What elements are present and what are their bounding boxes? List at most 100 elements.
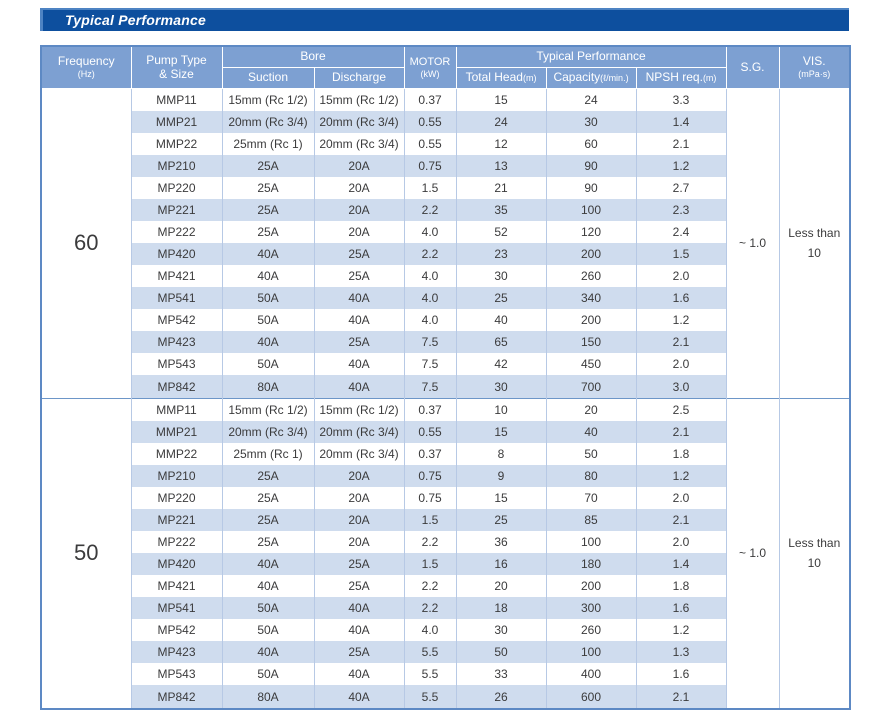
motor-cell: 2.2	[403, 531, 457, 554]
frequency-group-50: 50 MMP11 15mm (Rc 1/2) 15mm (Rc 1/2) 0.37 10 2…	[40, 397, 851, 709]
discharge-cell: 20A	[313, 531, 405, 554]
col-header-suction: Suction	[221, 67, 315, 89]
vis-value-line2: 10	[807, 246, 821, 261]
npsh-cell: 2.1	[635, 133, 727, 156]
pump-type-cell: MMP22	[130, 133, 223, 156]
total-head-header-label: Total Head	[465, 70, 523, 85]
capacity-cell: 700	[545, 375, 637, 399]
motor-cell: 2.2	[403, 575, 457, 598]
suction-cell: 25mm (Rc 1)	[221, 133, 315, 156]
col-header-total-head: Total Head(m)	[455, 67, 547, 89]
discharge-cell: 25A	[313, 575, 405, 598]
col-header-capacity: Capacity(ℓ/min.)	[545, 67, 637, 89]
capacity-cell: 100	[545, 199, 637, 222]
table-row: MP842 80A 40A 7.5 30 700 3.0	[41, 375, 850, 399]
pump-type-cell: MP423	[130, 331, 223, 354]
table-row: MP220 25A 20A 1.5 21 90 2.7	[41, 177, 850, 200]
capacity-header-label: Capacity	[553, 70, 601, 85]
suction-cell: 25A	[221, 465, 315, 488]
pump-type-cell: MP221	[130, 199, 223, 222]
motor-cell: 1.5	[403, 553, 457, 576]
suction-cell: 15mm (Rc 1/2)	[221, 88, 315, 112]
discharge-cell: 20mm (Rc 3/4)	[313, 133, 405, 156]
npsh-cell: 1.8	[635, 575, 727, 598]
capacity-cell: 400	[545, 663, 637, 686]
suction-cell: 40A	[221, 331, 315, 354]
motor-cell: 7.5	[403, 353, 457, 376]
npsh-cell: 2.1	[635, 421, 727, 444]
motor-cell: 2.2	[403, 243, 457, 266]
table-row: MP423 40A 25A 5.5 50 100 1.3	[41, 641, 850, 664]
pump-type-cell: MP210	[130, 155, 223, 178]
npsh-cell: 3.0	[635, 375, 727, 399]
npsh-header-unit: (m)	[702, 73, 717, 84]
discharge-cell: 40A	[313, 375, 405, 399]
pump-type-cell: MP421	[130, 575, 223, 598]
pump-type-cell: MMP22	[130, 443, 223, 466]
page-title: Typical Performance	[40, 8, 849, 31]
motor-header-unit: (kW)	[420, 68, 440, 79]
total-head-cell: 15	[455, 487, 547, 510]
capacity-cell: 600	[545, 685, 637, 709]
capacity-cell: 100	[545, 641, 637, 664]
pump-type-cell: MP420	[130, 243, 223, 266]
table-row: MP221 25A 20A 2.2 35 100 2.3	[41, 199, 850, 222]
table-row: MP542 50A 40A 4.0 40 200 1.2	[41, 309, 850, 332]
vis-value: Less than 10	[778, 88, 851, 399]
table-row: MP543 50A 40A 7.5 42 450 2.0	[41, 353, 850, 376]
pump-type-cell: MP542	[130, 309, 223, 332]
npsh-header-label: NPSH req.	[645, 70, 703, 85]
col-group-typical-performance: Typical Performance	[455, 45, 727, 68]
motor-cell: 7.5	[403, 375, 457, 399]
vis-header-label: VIS.	[802, 54, 826, 69]
suction-cell: 50A	[221, 353, 315, 376]
suction-cell: 25A	[221, 509, 315, 532]
table-row: MMP22 25mm (Rc 1) 20mm (Rc 3/4) 0.37 8 50 1.8	[41, 443, 850, 466]
table-header: Frequency (Hz) Pump Type & Size Bore MOT…	[40, 45, 851, 89]
suction-cell: 80A	[221, 375, 315, 399]
motor-cell: 0.55	[403, 421, 457, 444]
pump-type-header-line1: Pump Type	[146, 52, 207, 67]
discharge-cell: 20A	[313, 199, 405, 222]
capacity-cell: 200	[545, 309, 637, 332]
capacity-cell: 24	[545, 88, 637, 112]
suction-cell: 25A	[221, 487, 315, 510]
table-row: MMP21 20mm (Rc 3/4) 20mm (Rc 3/4) 0.55 24 30 1…	[41, 111, 850, 134]
discharge-cell: 25A	[313, 331, 405, 354]
suction-cell: 40A	[221, 553, 315, 576]
table-row: MP210 25A 20A 0.75 13 90 1.2	[41, 155, 850, 178]
table-row: MP542 50A 40A 4.0 30 260 1.2	[41, 619, 850, 642]
table-row: MP423 40A 25A 7.5 65 150 2.1	[41, 331, 850, 354]
frequency-group-60: 60 MMP11 15mm (Rc 1/2) 15mm (Rc 1/2) 0.37 15 2…	[40, 88, 851, 399]
npsh-cell: 1.3	[635, 641, 727, 664]
npsh-cell: 1.4	[635, 111, 727, 134]
total-head-cell: 25	[455, 287, 547, 310]
suction-cell: 25A	[221, 221, 315, 244]
suction-cell: 40A	[221, 575, 315, 598]
table-row: 50 MMP11 15mm (Rc 1/2) 15mm (Rc 1/2) 0.37 10 2…	[40, 397, 851, 709]
discharge-cell: 25A	[313, 243, 405, 266]
total-head-cell: 21	[455, 177, 547, 200]
suction-cell: 50A	[221, 663, 315, 686]
suction-cell: 25A	[221, 199, 315, 222]
discharge-cell: 20A	[313, 487, 405, 510]
total-head-cell: 52	[455, 221, 547, 244]
motor-cell: 2.2	[403, 199, 457, 222]
capacity-header-unit: (ℓ/min.)	[600, 73, 629, 84]
table-row: MP210 25A 20A 0.75 9 80 1.2	[41, 465, 850, 488]
suction-cell: 25A	[221, 155, 315, 178]
col-header-npsh: NPSH req.(m)	[635, 67, 727, 89]
table-row: MMP22 25mm (Rc 1) 20mm (Rc 3/4) 0.55 12 60 2.1	[41, 133, 850, 156]
capacity-cell: 100	[545, 531, 637, 554]
suction-cell: 40A	[221, 641, 315, 664]
suction-cell: 25A	[221, 177, 315, 200]
discharge-cell: 20mm (Rc 3/4)	[313, 421, 405, 444]
discharge-cell: 40A	[313, 597, 405, 620]
motor-cell: 0.55	[403, 111, 457, 134]
npsh-cell: 2.0	[635, 353, 727, 376]
col-header-pump-type: Pump Type & Size	[130, 45, 223, 89]
capacity-cell: 340	[545, 287, 637, 310]
vis-value-line2: 10	[807, 556, 821, 571]
motor-cell: 4.0	[403, 619, 457, 642]
discharge-cell: 25A	[313, 641, 405, 664]
